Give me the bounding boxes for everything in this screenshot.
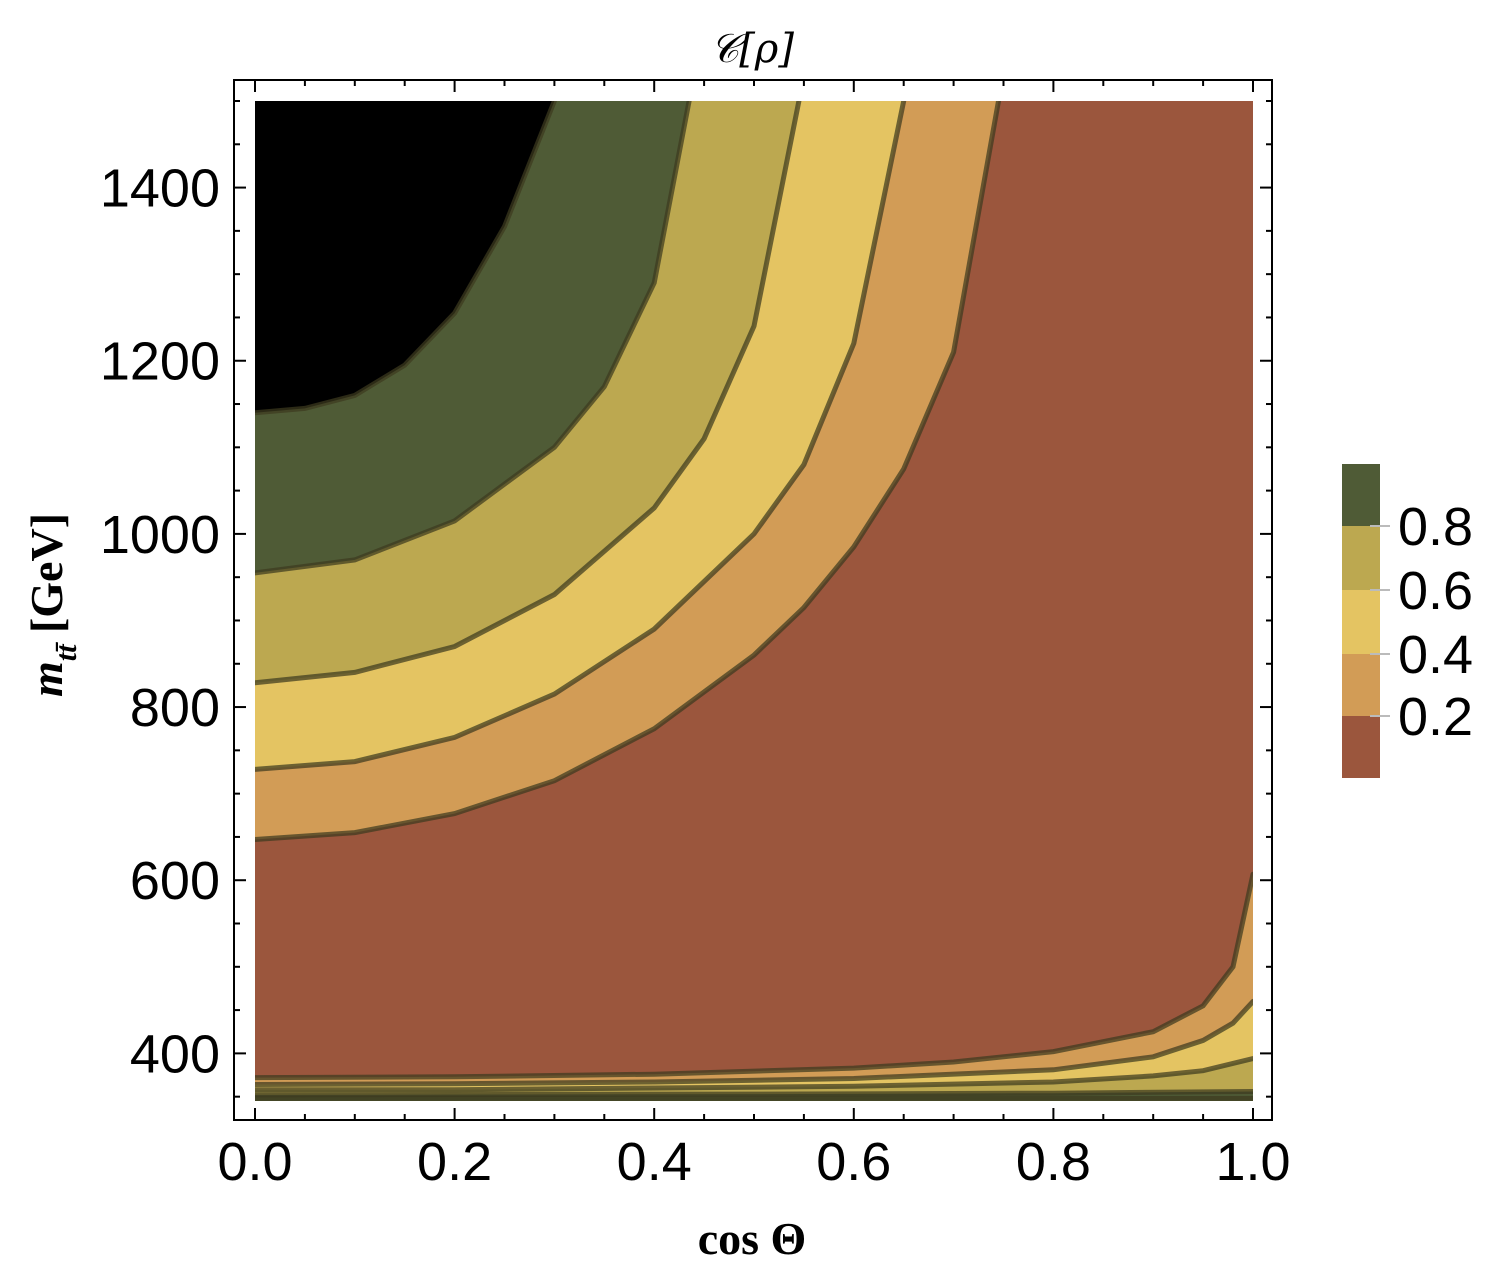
colorbar-tick-label: 0.4 (1398, 625, 1473, 685)
colorbar-swatch (1342, 464, 1380, 526)
contour-line (255, 1056, 1253, 1093)
x-tick-label: 0.8 (1016, 1132, 1091, 1192)
x-axis-title: cos Θ (698, 1213, 807, 1264)
contour-line (255, 101, 557, 416)
contour-line (255, 101, 1001, 842)
y-tick-label: 800 (130, 678, 220, 738)
colorbar-tick-label: 0.2 (1398, 687, 1473, 747)
y-tick-label: 1200 (100, 332, 220, 392)
contour-line (255, 101, 907, 772)
colorbar-swatch (1342, 590, 1380, 654)
colorbar-swatch (1342, 654, 1380, 716)
x-tick-label: 0.0 (217, 1132, 292, 1192)
y-tick-label: 1000 (100, 505, 220, 565)
y-tick-label: 1400 (100, 159, 220, 219)
contour-line (255, 998, 1253, 1087)
colorbar-swatch (1342, 716, 1380, 778)
colorbar-swatch (1342, 526, 1380, 590)
colorbar-tick-label: 0.8 (1398, 497, 1473, 557)
colorbar: 0.20.40.60.8 (1342, 464, 1473, 778)
contour-line (255, 871, 1253, 1081)
x-tick-label: 1.0 (1215, 1132, 1290, 1192)
x-tick-label: 0.4 (617, 1132, 692, 1192)
axis-ticks (234, 80, 1272, 1120)
contour-line (255, 1089, 1253, 1098)
band-upper-5 (255, 101, 555, 413)
contour-bands (255, 101, 1253, 1101)
band-lower-2 (255, 1001, 1253, 1101)
contour-line (255, 101, 692, 576)
y-tick-label: 600 (130, 851, 220, 911)
chart-title: 𝒞[ρ] (710, 26, 794, 72)
axis-tick-labels: 0.0 0.2 0.4 0.6 0.8 1.0 400 600 800 1000 1200 1400 (100, 159, 1291, 1192)
y-tick-label: 400 (130, 1024, 220, 1084)
colorbar-tick-label: 0.6 (1398, 561, 1473, 621)
x-tick-label: 0.6 (816, 1132, 891, 1192)
contour-lines (255, 101, 1253, 1101)
y-axis-title: mtt̄ [GeV] (21, 513, 83, 697)
x-tick-label: 0.2 (417, 1132, 492, 1192)
contour-line (255, 101, 802, 686)
